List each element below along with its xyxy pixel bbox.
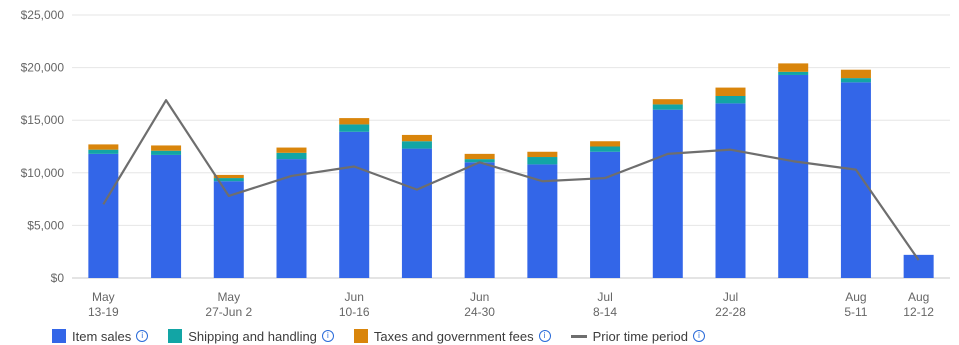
y-tick-label: $5,000 [27, 218, 64, 232]
legend-label-prior: Prior time period [592, 328, 689, 344]
bar-segment-shipping [151, 150, 182, 155]
x-tick-label: 27-Jun 2 [205, 305, 252, 319]
bar-segment-item-sales [88, 153, 119, 278]
legend-label-shipping: Shipping and handling [188, 328, 317, 344]
prior-period-line [102, 99, 920, 261]
y-tick-label: $10,000 [21, 166, 65, 180]
bar-segment-taxes [88, 144, 119, 150]
bar-segment-shipping [715, 96, 746, 104]
x-tick-label: Aug [845, 290, 866, 304]
bar-segment-shipping [778, 71, 809, 75]
bar-segment-shipping [401, 141, 432, 149]
legend-swatch-prior [570, 334, 587, 338]
bar-segment-taxes [590, 141, 621, 147]
bar-segment-shipping [840, 78, 871, 83]
x-tick-label: 12-12 [903, 305, 934, 319]
x-tick-label: 5-11 [844, 305, 867, 319]
legend-swatch-taxes [353, 329, 368, 343]
x-tick-label: 13-19 [88, 305, 119, 319]
x-tick-label: Jun [345, 290, 364, 304]
bar-segment-taxes [464, 153, 495, 160]
bar-segment-item-sales [715, 103, 746, 278]
x-tick-label: May [217, 290, 240, 304]
bar-segment-shipping [464, 159, 495, 163]
bar-segment-taxes [652, 99, 683, 105]
x-tick-label: Jun [470, 290, 489, 304]
bar-segment-shipping [88, 149, 119, 154]
legend-item-taxes[interactable]: Taxes and government fees i [353, 328, 551, 344]
bar-segment-shipping [527, 157, 558, 165]
bar-segment-shipping [276, 152, 307, 160]
legend-label-taxes: Taxes and government fees [373, 328, 534, 344]
info-icon[interactable]: i [693, 330, 706, 342]
bar-segment-shipping [652, 104, 683, 110]
y-tick-label: $15,000 [21, 113, 65, 127]
info-icon[interactable]: i [136, 330, 149, 342]
bar-segment-item-sales [527, 164, 558, 278]
legend-item-prior[interactable]: Prior time period i [570, 328, 706, 344]
x-tick-label: May [92, 290, 115, 304]
x-tick-label: 22-28 [715, 305, 746, 319]
x-tick-label: Aug [908, 290, 929, 304]
bar-segment-shipping [590, 146, 621, 152]
legend-swatch-shipping [168, 329, 183, 343]
legend-swatch-sales [52, 329, 66, 343]
bar-segment-item-sales [464, 162, 495, 278]
y-tick-label: $20,000 [21, 61, 65, 75]
bar-segment-shipping [339, 124, 370, 132]
legend-item-shipping[interactable]: Shipping and handling i [168, 329, 334, 344]
info-icon[interactable]: i [321, 330, 334, 342]
bar-segment-taxes [527, 151, 558, 158]
bar-segment-taxes [840, 69, 871, 79]
bar-segment-taxes [213, 174, 244, 179]
bar-segment-item-sales [590, 151, 621, 278]
bar-segment-taxes [778, 63, 809, 72]
y-tick-label: $0 [51, 271, 65, 285]
bar-segment-item-sales [151, 154, 182, 278]
bar-segment-item-sales [903, 254, 934, 278]
bar-segment-shipping [213, 178, 244, 182]
bar-segment-item-sales [778, 74, 809, 279]
x-tick-label: 10-16 [339, 305, 370, 319]
bar-segment-taxes [401, 134, 432, 142]
bar-segment-taxes [276, 147, 307, 153]
chart-canvas: $0$5,000$10,000$15,000$20,000$25,000May1… [21, 8, 950, 319]
legend-item-sales[interactable]: Item sales i [52, 328, 149, 344]
x-tick-label: Jul [597, 290, 612, 304]
x-tick-label: Jul [723, 290, 738, 304]
bar-segment-taxes [715, 87, 746, 97]
bar-segment-item-sales [339, 131, 370, 278]
bar-segment-item-sales [401, 148, 432, 278]
info-icon[interactable]: i [538, 330, 551, 342]
bar-segment-taxes [339, 118, 370, 125]
y-tick-label: $25,000 [21, 8, 65, 22]
x-tick-label: 24-30 [464, 305, 495, 319]
bar-segment-taxes [151, 145, 182, 151]
bar-segment-item-sales [652, 109, 683, 279]
bar-segment-item-sales [840, 82, 871, 278]
legend-label-sales: Item sales [72, 328, 132, 344]
x-tick-label: 8-14 [593, 305, 617, 319]
bar-segment-item-sales [213, 181, 244, 278]
chart-legend: Item sales i Shipping and handling i Tax… [52, 327, 725, 345]
